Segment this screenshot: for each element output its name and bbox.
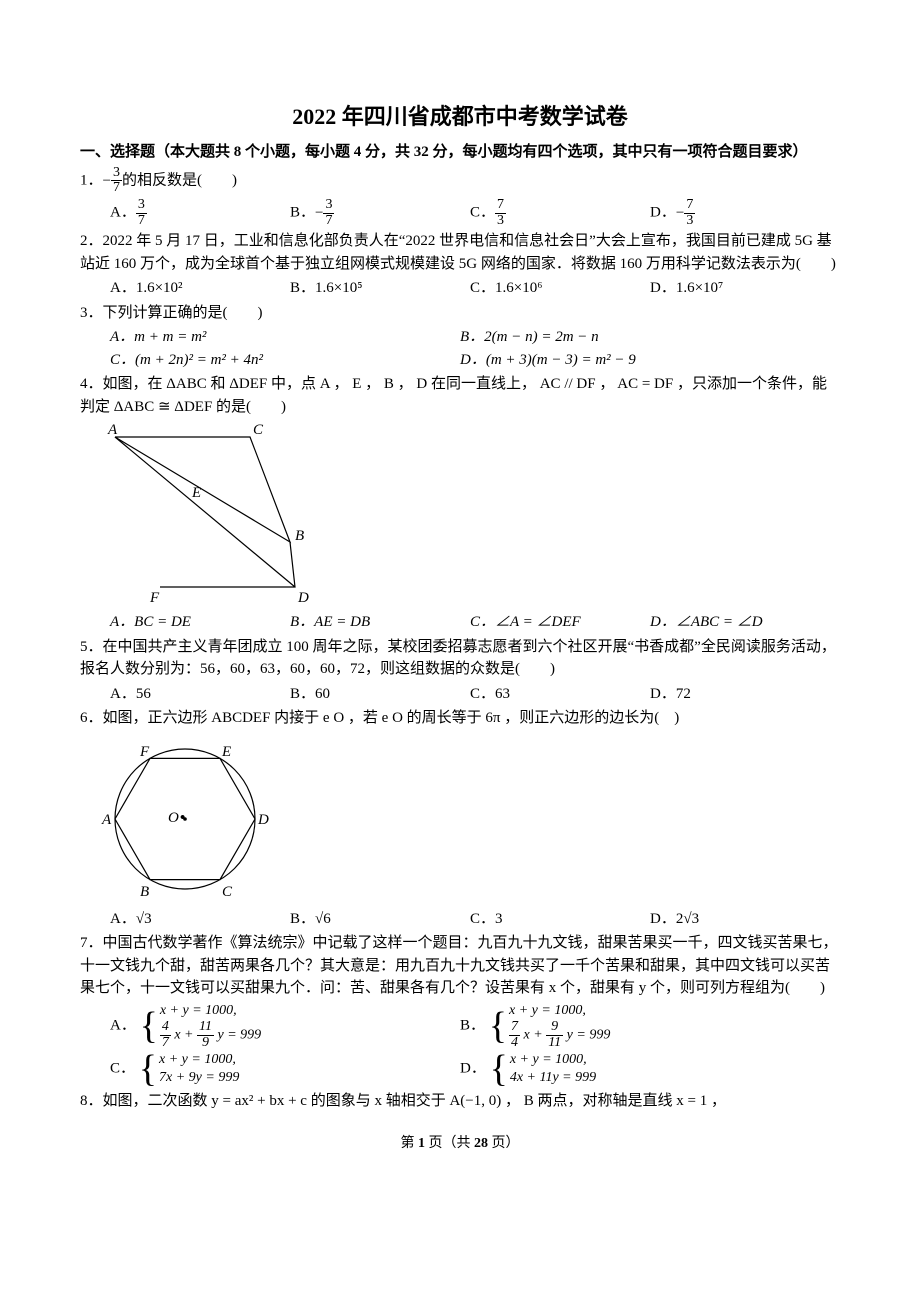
- q4-opt-b: B．AE = DB: [290, 611, 460, 634]
- q1c-n: 7: [495, 198, 506, 214]
- q1d-d: 3: [684, 214, 695, 229]
- q7a-f1d: 7: [160, 1036, 171, 1051]
- q1-opt-b: B．−37: [290, 198, 460, 228]
- q5-opt-c: C．63: [470, 683, 640, 706]
- q1-post: 的相反数是( ): [122, 172, 237, 188]
- q4-opt-c: C．∠A = ∠DEF: [470, 611, 640, 634]
- q7a-l1: x + y = 1000,: [160, 1002, 261, 1020]
- question-1: 1．−37的相反数是( ): [80, 166, 840, 196]
- question-2: 2．2022 年 5 月 17 日，工业和信息化部负责人在“2022 世界电信和…: [80, 230, 840, 275]
- q7a-f2d: 9: [197, 1036, 214, 1051]
- question-8: 8．如图，二次函数 y = ax² + bx + c 的图象与 x 轴相交于 A…: [80, 1090, 840, 1113]
- exam-title: 2022 年四川省成都市中考数学试卷: [80, 100, 840, 133]
- q6-opt-a: A．√3: [110, 908, 280, 931]
- q7b-f2n: 9: [546, 1020, 563, 1036]
- q5-opt-b: B．60: [290, 683, 460, 706]
- q7b-f1n: 7: [509, 1020, 520, 1036]
- q1-num: 1．: [80, 172, 103, 188]
- q6-opt-c: C．3: [470, 908, 640, 931]
- q4-figure: A C E B F D: [100, 422, 330, 607]
- q6-lbl-b: B: [140, 884, 149, 900]
- q6-lbl-a: A: [101, 812, 112, 828]
- q6-lbl-e: E: [221, 744, 231, 760]
- q1-frac-den: 7: [111, 181, 122, 196]
- q6-opt-b: B．√6: [290, 908, 460, 931]
- q4-lbl-d: D: [297, 590, 309, 606]
- q7a-f2n: 11: [197, 1020, 214, 1036]
- q7-opt-d: D． { x + y = 1000, 4x + 11y = 999: [460, 1050, 800, 1088]
- q1-opt-a: A．37: [110, 198, 280, 228]
- q3-opt-d: D．(m + 3)(m − 3) = m² − 9: [460, 349, 800, 372]
- q5-opt-a: A．56: [110, 683, 280, 706]
- q3-opt-c: C．(m + 2n)² = m² + 4n²: [110, 349, 450, 372]
- q4-lbl-f: F: [149, 590, 160, 606]
- q2-opt-d: D．1.6×10⁷: [650, 277, 820, 300]
- q7d-l2: 4x + 11y = 999: [510, 1069, 596, 1087]
- q1-opt-d: D．−73: [650, 198, 820, 228]
- q1-frac-num: 3: [111, 166, 122, 182]
- q7b-f2d: 11: [546, 1036, 563, 1051]
- q1b-n: 3: [323, 198, 334, 214]
- q2-opt-c: C．1.6×10⁶: [470, 277, 640, 300]
- q4-lbl-e: E: [191, 485, 201, 501]
- q6-lbl-o: O: [168, 810, 179, 826]
- footer-mid: 页（共: [425, 1136, 474, 1151]
- q1a-d: 7: [136, 214, 147, 229]
- q6-lbl-c: C: [222, 884, 233, 900]
- q4-lbl-b: B: [295, 528, 304, 544]
- q7a-rhs: = 999: [227, 1027, 261, 1042]
- q2-opt-a: A．1.6×10²: [110, 277, 280, 300]
- q1a-n: 3: [136, 198, 147, 214]
- q4-lbl-a: A: [107, 422, 118, 438]
- footer-pre: 第: [401, 1136, 419, 1151]
- q3-opt-a: A．m + m = m²: [110, 326, 450, 349]
- q1c-d: 3: [495, 214, 506, 229]
- q5-opt-d: D．72: [650, 683, 820, 706]
- q7-opt-b: B． { x + y = 1000, 74 x + 911 y = 999: [460, 1002, 800, 1051]
- q7-opt-c: C． { x + y = 1000, 7x + 9y = 999: [110, 1050, 450, 1088]
- q6-lbl-f: F: [139, 744, 150, 760]
- q7-opt-a: A． { x + y = 1000, 47 x + 119 y = 999: [110, 1002, 450, 1051]
- question-4: 4．如图，在 ΔABC 和 ΔDEF 中，点 A ， E ， B ， D 在同一…: [80, 373, 840, 418]
- q6-figure: O • D E F A B C: [100, 734, 280, 904]
- q7b-f1d: 4: [509, 1036, 520, 1051]
- q6-opt-d: D．2√3: [650, 908, 820, 931]
- question-5: 5．在中国共产主义青年团成立 100 周年之际，某校团委招募志愿者到六个社区开展…: [80, 636, 840, 681]
- q4-opt-d: D．∠ABC = ∠D: [650, 611, 820, 634]
- q7d-l1: x + y = 1000,: [510, 1051, 596, 1069]
- footer-page: 1: [418, 1136, 425, 1151]
- q4-lbl-c: C: [253, 422, 264, 438]
- q1d-n: 7: [684, 198, 695, 214]
- q7b-rhs: = 999: [576, 1027, 610, 1042]
- q1b-d: 7: [323, 214, 334, 229]
- q3-opt-b: B．2(m − n) = 2m − n: [460, 326, 800, 349]
- q7a-f1n: 4: [160, 1020, 171, 1036]
- q1-opt-c: C．73: [470, 198, 640, 228]
- q2-opt-b: B．1.6×10⁵: [290, 277, 460, 300]
- footer-post: 页）: [488, 1136, 520, 1151]
- page-footer: 第 1 页（共 28 页）: [80, 1133, 840, 1154]
- footer-total: 28: [474, 1136, 488, 1151]
- q4-opt-a: A．BC = DE: [110, 611, 280, 634]
- q6-center-dot: •: [180, 810, 185, 826]
- q7c-l2: 7x + 9y = 999: [159, 1069, 239, 1087]
- q7b-l1: x + y = 1000,: [509, 1002, 610, 1020]
- question-3: 3．下列计算正确的是( ): [80, 302, 840, 325]
- question-7: 7．中国古代数学著作《算法统宗》中记载了这样一个题目：九百九十九文钱，甜果苦果买…: [80, 932, 840, 1000]
- q7c-l1: x + y = 1000,: [159, 1051, 239, 1069]
- question-6: 6．如图，正六边形 ABCDEF 内接于 e O ，若 e O 的周长等于 6π…: [80, 707, 840, 730]
- section-1-heading: 一、选择题（本大题共 8 个小题，每小题 4 分，共 32 分，每小题均有四个选…: [80, 141, 840, 164]
- q6-lbl-d: D: [257, 812, 269, 828]
